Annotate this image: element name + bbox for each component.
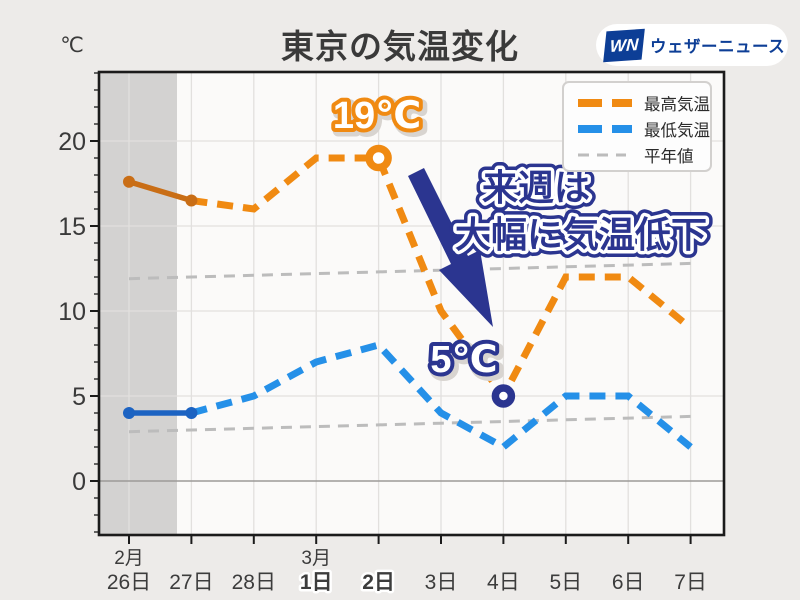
- weathernews-logo: WN ウェザーニュース: [596, 24, 788, 66]
- normal-line-swatch: [578, 153, 626, 157]
- legend-label-normal: 平年値: [644, 148, 694, 166]
- y-axis-unit-label: ℃: [60, 34, 84, 57]
- legend-item-normal: 平年値: [576, 142, 710, 168]
- drop-callout-text: 来週は 来週は 大幅に気温低下 大幅に気温低下: [448, 160, 714, 262]
- y-tick-label: 0: [72, 468, 86, 496]
- page-title: 東京の気温変化: [281, 28, 519, 65]
- svg-text:大幅に気温低下: 大幅に気温低下: [455, 214, 707, 255]
- y-tick-label: 5: [72, 383, 86, 411]
- peak-temp-label: 19℃ 19℃: [329, 91, 430, 146]
- legend-label-min: 最低気温: [644, 122, 710, 140]
- x-tick-label: 5日: [549, 571, 582, 594]
- x-tick-label: 26日: [107, 571, 151, 594]
- x-tick-label: 2日: [362, 571, 395, 594]
- min-temp-line-swatch: [578, 125, 632, 133]
- svg-text:大幅に気温低下: 大幅に気温低下: [455, 214, 707, 255]
- month-label: 2月: [114, 548, 144, 569]
- legend-item-max: 最高気温: [576, 90, 710, 116]
- x-tick-label: 1日: [300, 571, 333, 594]
- max-temp-forecast-line: [190, 154, 693, 403]
- data-point-markers: [123, 144, 516, 419]
- low-temp-label: 5℃ 5℃: [426, 335, 506, 390]
- x-tick-label: 3日: [425, 571, 458, 594]
- month-label: 3月: [301, 548, 331, 569]
- y-tick-label: 10: [58, 298, 86, 326]
- svg-text:5℃: 5℃: [433, 342, 500, 384]
- x-tick-label: 6日: [612, 571, 645, 594]
- svg-text:19℃: 19℃: [336, 98, 424, 140]
- max-temp-past-marker: [123, 175, 135, 188]
- svg-text:19℃: 19℃: [333, 95, 421, 137]
- y-tick-label: 15: [58, 213, 86, 241]
- svg-text:5℃: 5℃: [430, 339, 497, 381]
- x-tick-label: 7日: [674, 571, 707, 594]
- axis-labels: 0 5 10 15 20 26日 27日 28日 1日 2日 3日 4日 5日 6日 7日 2月 3月: [58, 128, 707, 597]
- plot-border: [97, 70, 726, 537]
- max-temp-past-marker: [185, 194, 198, 207]
- min-temp-past-marker: [185, 407, 198, 419]
- x-tick-label: 4日: [487, 571, 520, 594]
- x-tick-label: 28日: [232, 571, 276, 594]
- min-temp-forecast-line: [190, 341, 693, 452]
- highlight-ring-marker: [365, 144, 392, 172]
- legend-label-max: 最高気温: [644, 96, 710, 114]
- max-temp-past-line: [126, 179, 195, 204]
- temperature-drop-arrow-icon: [408, 168, 493, 327]
- legend-item-min: 最低気温: [576, 116, 710, 142]
- x-tick-label: 27日: [169, 571, 213, 594]
- highlight-ring-marker: [491, 384, 516, 408]
- logo-name: ウェザーニュース: [650, 38, 786, 56]
- past-period-shading: [99, 72, 177, 535]
- max-temp-line-swatch: [578, 99, 632, 107]
- y-tick-label: 20: [58, 128, 86, 156]
- axis-ticks: [90, 72, 692, 544]
- min-temp-past-marker: [123, 407, 135, 419]
- svg-text:来週は: 来週は: [482, 167, 590, 208]
- legend: 最高気温 最低気温 平年値: [562, 81, 712, 172]
